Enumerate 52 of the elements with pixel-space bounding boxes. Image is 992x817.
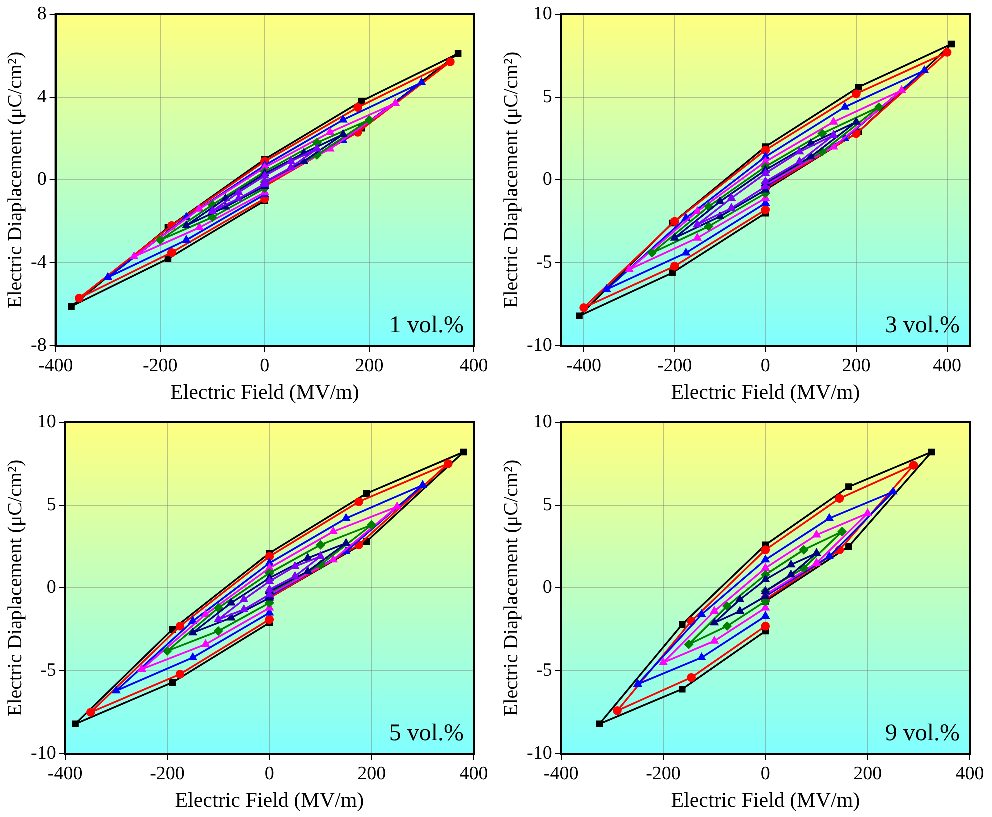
x-tick-label: 200	[355, 355, 384, 376]
annotation: 9 vol.%	[885, 720, 960, 746]
annotation: 1 vol.%	[389, 312, 464, 338]
x-axis-title: Electric Field (MV/m)	[175, 788, 364, 812]
y-tick-label: 0	[37, 169, 47, 190]
y-axis-title: Electric Diaplacement (μC/cm²)	[500, 460, 522, 717]
x-axis-title: Electric Field (MV/m)	[170, 380, 360, 404]
y-tick-label: -5	[536, 660, 552, 682]
y-tick-label: -10	[527, 334, 552, 356]
x-tick-label: 400	[956, 763, 984, 784]
x-tick-label: 400	[460, 355, 488, 376]
x-tick-label: -400	[544, 763, 579, 784]
annotation: 5 vol.%	[389, 720, 464, 746]
x-axis-title: Electric Field (MV/m)	[671, 380, 860, 404]
y-tick-label: 5	[46, 494, 56, 516]
x-tick-label: -400	[48, 763, 83, 784]
x-tick-label: -200	[150, 763, 185, 784]
y-tick-label: 0	[46, 577, 56, 598]
x-tick-label: 0	[264, 763, 274, 784]
x-tick-label: 400	[933, 355, 962, 376]
x-tick-label: -200	[142, 355, 178, 376]
y-tick-label: -5	[536, 252, 552, 274]
y-tick-label: -8	[31, 334, 47, 356]
y-axis-title: Electric Diaplacement (μC/cm²)	[4, 52, 26, 309]
x-tick-label: 200	[358, 763, 386, 784]
y-tick-label: 5	[542, 494, 552, 516]
y-tick-label: 10	[533, 411, 552, 432]
x-tick-label: 200	[842, 355, 871, 376]
x-tick-label: 0	[260, 355, 270, 376]
x-tick-label: -400	[38, 355, 74, 376]
y-tick-label: 4	[37, 86, 48, 108]
y-tick-label: -5	[40, 660, 56, 682]
y-tick-label: 0	[542, 577, 552, 598]
x-tick-label: 0	[760, 763, 770, 784]
y-tick-label: 0	[542, 169, 552, 190]
y-tick-label: -4	[31, 252, 48, 274]
x-tick-label: -400	[566, 355, 602, 376]
y-axis-title: Electric Diaplacement (μC/cm²)	[4, 460, 26, 717]
y-tick-label: 10	[533, 3, 552, 24]
y-axis-title: Electric Diaplacement (μC/cm²)	[500, 52, 522, 309]
x-tick-label: 400	[460, 763, 488, 784]
x-tick-label: 200	[854, 763, 882, 784]
y-tick-label: 8	[37, 3, 47, 24]
y-tick-label: -10	[527, 742, 552, 764]
annotation: 3 vol.%	[885, 312, 960, 338]
x-axis-title: Electric Field (MV/m)	[671, 788, 860, 812]
x-tick-label: -200	[646, 763, 681, 784]
x-tick-label: -200	[657, 355, 692, 376]
y-tick-label: 5	[542, 86, 552, 108]
x-tick-label: 0	[760, 355, 770, 376]
y-tick-label: -10	[31, 742, 56, 764]
y-tick-label: 10	[37, 411, 56, 432]
